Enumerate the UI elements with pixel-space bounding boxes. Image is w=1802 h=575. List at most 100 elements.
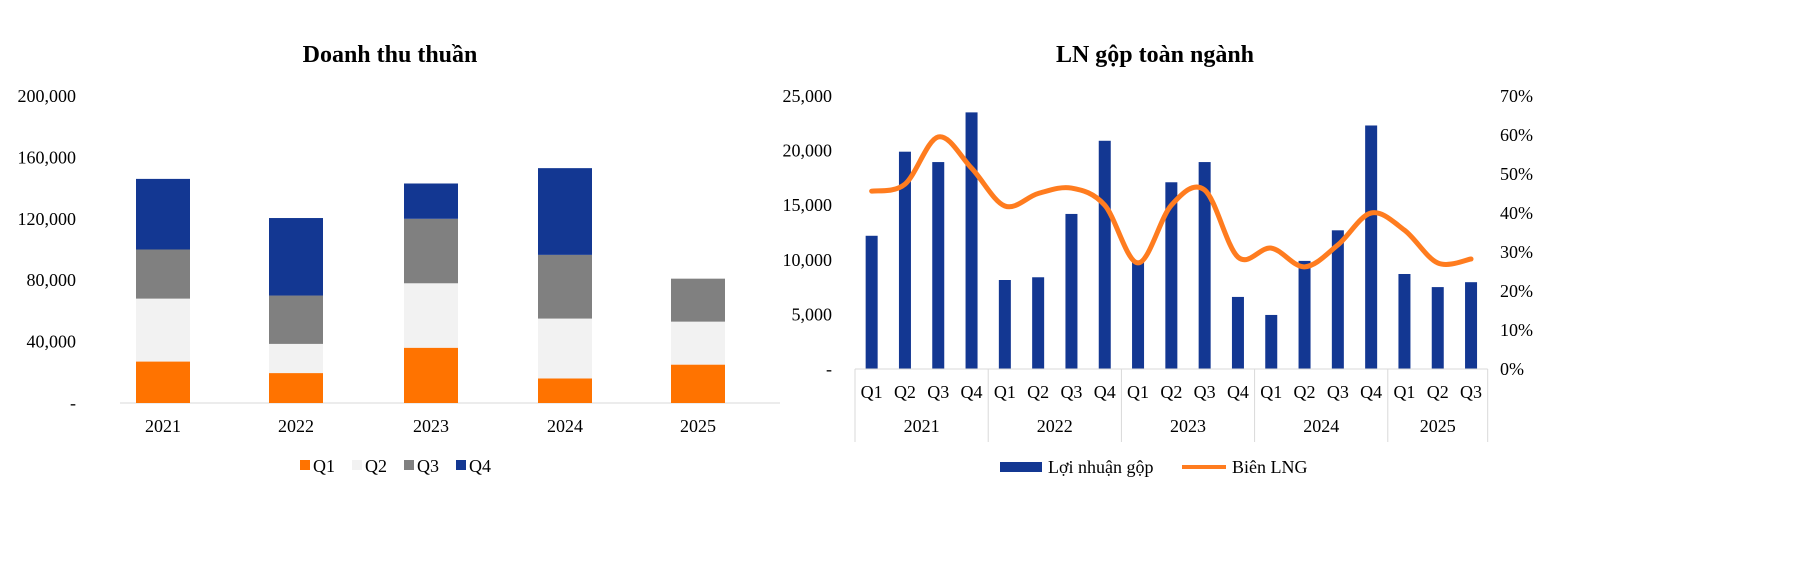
bar-q1-2024 <box>538 378 592 403</box>
x-tick-label: 2023 <box>413 416 449 436</box>
right-y-tick-label: 10% <box>1500 320 1533 340</box>
x-group-label: 2021 <box>904 416 940 436</box>
bar-q3-2022 <box>269 295 323 344</box>
x-tick-label: Q1 <box>1260 382 1282 402</box>
bar-gross-profit <box>1331 230 1344 369</box>
x-tick-label: Q4 <box>1227 382 1249 402</box>
x-tick-label: Q2 <box>1160 382 1182 402</box>
bar-q3-2023 <box>404 218 458 284</box>
legend-label-q3: Q3 <box>417 456 439 476</box>
bar-q1-2025 <box>671 364 725 403</box>
right-y-tick-label: 50% <box>1500 164 1533 184</box>
bar-q1-2021 <box>136 361 190 403</box>
left-y-tick-label: 15,000 <box>783 195 833 215</box>
y-tick-label: 80,000 <box>27 270 77 290</box>
bar-gross-profit <box>1198 162 1211 369</box>
legend-swatch-q1 <box>300 460 310 470</box>
bar-q4-2023 <box>404 183 458 219</box>
x-group-label: 2022 <box>1037 416 1073 436</box>
right-y-tick-label: 30% <box>1500 242 1533 262</box>
bar-q4-2022 <box>269 218 323 296</box>
bar-q2-2025 <box>671 321 725 365</box>
bar-gross-profit <box>1132 261 1145 369</box>
x-tick-label: Q4 <box>961 382 983 402</box>
bar-gross-profit <box>1231 296 1244 369</box>
right-y-tick-label: 40% <box>1500 203 1533 223</box>
y-tick-label: 160,000 <box>18 147 77 167</box>
right-y-tick-label: 20% <box>1500 281 1533 301</box>
x-tick-label: Q1 <box>1393 382 1415 402</box>
x-tick-label: 2024 <box>547 416 583 436</box>
x-tick-label: Q1 <box>994 382 1016 402</box>
left-y-tick-label: 10,000 <box>783 250 833 270</box>
bar-gross-profit <box>1298 260 1311 369</box>
bar-gross-profit <box>1065 213 1078 369</box>
x-tick-label: Q4 <box>1360 382 1382 402</box>
y-tick-label: 200,000 <box>18 86 77 106</box>
right-y-tick-label: 0% <box>1500 359 1524 379</box>
x-tick-label: Q3 <box>1460 382 1482 402</box>
y-tick-label: 40,000 <box>27 332 77 352</box>
bar-q1-2023 <box>404 347 458 403</box>
x-tick-label: Q2 <box>894 382 916 402</box>
bar-gross-profit <box>932 162 945 369</box>
y-tick-label: 120,000 <box>18 209 77 229</box>
x-tick-label: Q1 <box>861 382 883 402</box>
bar-q4-2021 <box>136 178 190 250</box>
x-tick-label: 2022 <box>278 416 314 436</box>
x-tick-label: Q2 <box>1427 382 1449 402</box>
bar-q3-2024 <box>538 254 592 319</box>
bar-gross-profit <box>1265 314 1278 369</box>
right-y-tick-label: 60% <box>1500 125 1533 145</box>
legend-label-q4: Q4 <box>469 456 491 476</box>
x-group-label: 2025 <box>1420 416 1456 436</box>
x-tick-label: Q3 <box>927 382 949 402</box>
bar-q2-2022 <box>269 343 323 374</box>
x-tick-label: Q4 <box>1094 382 1116 402</box>
line-gross-margin <box>869 134 1474 270</box>
bar-gross-profit <box>1098 140 1111 369</box>
y-tick-label: - <box>70 393 76 413</box>
bar-q4-2024 <box>538 168 592 255</box>
bar-gross-profit <box>865 235 878 369</box>
bar-gross-profit <box>1431 287 1444 369</box>
bar-gross-profit <box>1365 125 1378 369</box>
bar-gross-profit <box>1398 273 1411 369</box>
right-y-tick-label: 70% <box>1500 86 1533 106</box>
x-tick-label: Q3 <box>1194 382 1216 402</box>
left-y-tick-label: - <box>826 359 832 379</box>
x-tick-label: Q3 <box>1327 382 1349 402</box>
bar-q2-2024 <box>538 318 592 379</box>
x-tick-label: 2025 <box>680 416 716 436</box>
bar-q2-2023 <box>404 283 458 348</box>
legend-swatch-q4 <box>456 460 466 470</box>
bar-gross-profit <box>1032 277 1045 369</box>
x-group-label: 2024 <box>1303 416 1339 436</box>
x-tick-label: 2021 <box>145 416 181 436</box>
bar-gross-profit <box>898 151 911 369</box>
legend-label-q1: Q1 <box>313 456 335 476</box>
legend-label-gross-profit: Lợi nhuận gộp <box>1048 457 1154 477</box>
left-y-tick-label: 20,000 <box>783 141 833 161</box>
legend-swatch-gross-profit <box>1000 462 1042 472</box>
bar-gross-profit <box>1465 282 1478 369</box>
bar-q3-2025 <box>671 278 725 322</box>
legend-label-gross-margin: Biên LNG <box>1232 457 1308 477</box>
x-group-label: 2023 <box>1170 416 1206 436</box>
bar-gross-profit <box>965 112 978 369</box>
legend-swatch-q3 <box>404 460 414 470</box>
bar-gross-profit <box>1165 182 1178 369</box>
left-y-tick-label: 5,000 <box>792 304 833 324</box>
bar-q2-2021 <box>136 298 190 362</box>
left-y-tick-label: 25,000 <box>783 86 833 106</box>
right-chart-title: LN gộp toàn ngành <box>1056 42 1254 68</box>
legend-swatch-q2 <box>352 460 362 470</box>
legend-label-q2: Q2 <box>365 456 387 476</box>
bar-gross-profit <box>998 280 1011 369</box>
x-tick-label: Q2 <box>1027 382 1049 402</box>
x-tick-label: Q2 <box>1294 382 1316 402</box>
left-chart-title: Doanh thu thuần <box>303 42 478 68</box>
bar-q3-2021 <box>136 249 190 299</box>
x-tick-label: Q1 <box>1127 382 1149 402</box>
